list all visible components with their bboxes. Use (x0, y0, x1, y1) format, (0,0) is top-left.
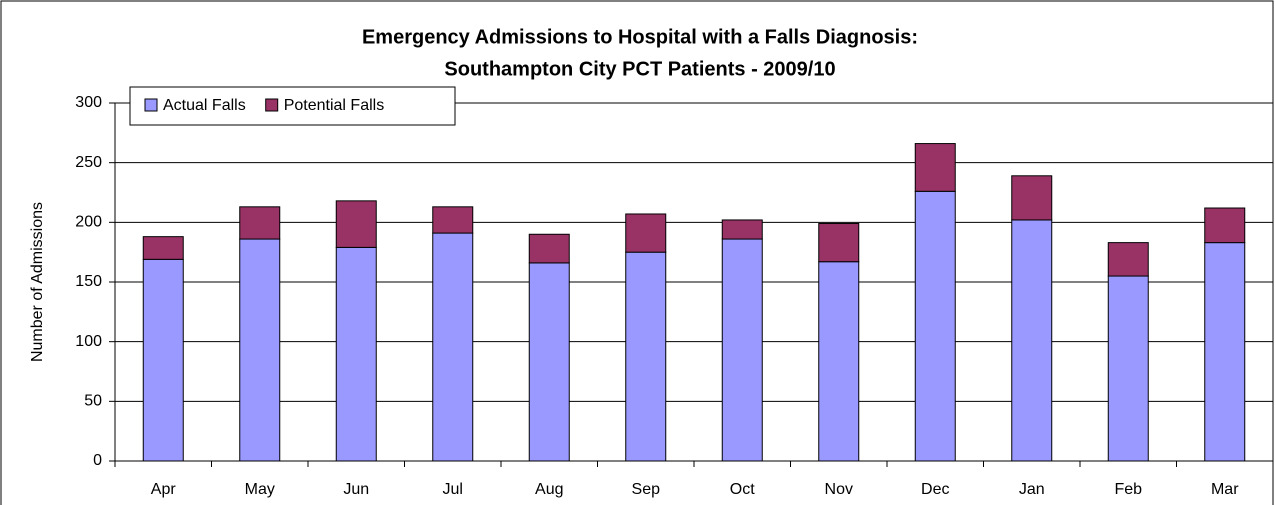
bar-segment (721, 219, 763, 240)
bar-segment (335, 246, 377, 462)
legend-swatch (144, 98, 158, 112)
bar-segment (1011, 175, 1053, 221)
x-tick-label: Oct (730, 481, 755, 498)
bar-segment (528, 262, 570, 462)
legend-box (129, 86, 456, 126)
x-tick-label: Aug (535, 481, 563, 498)
bar-segment (1011, 219, 1053, 462)
x-tick-label: Feb (1114, 481, 1142, 498)
chart-title: Southampton City PCT Patients - 2009/10 (444, 58, 835, 80)
y-tick-label: 150 (75, 273, 102, 290)
bar-segment (625, 251, 667, 462)
x-tick-label: Nov (825, 481, 853, 498)
y-tick-label: 300 (75, 94, 102, 111)
legend-label: Actual Falls (163, 97, 246, 114)
bar-segment (721, 238, 763, 462)
x-tick-label: Apr (151, 481, 177, 498)
y-axis-label: Number of Admissions (29, 202, 46, 362)
bar-segment (142, 258, 184, 462)
x-tick-label: Jun (343, 481, 369, 498)
bar-segment (914, 190, 956, 462)
x-tick-label: Jul (443, 481, 463, 498)
bar-segment (1107, 275, 1149, 462)
y-tick-label: 100 (75, 333, 102, 350)
x-tick-label: Mar (1211, 481, 1239, 498)
bar-segment (528, 233, 570, 264)
bar-segment (432, 206, 474, 234)
bar-segment (1204, 242, 1246, 462)
bar-segment (239, 206, 281, 240)
x-tick-label: May (245, 481, 275, 498)
y-tick-label: 0 (93, 452, 102, 469)
legend-label: Potential Falls (284, 97, 385, 114)
legend-swatch (265, 98, 279, 112)
bar-segment (335, 200, 377, 248)
bar-segment (1107, 242, 1149, 277)
x-tick-label: Sep (632, 481, 661, 498)
bar-segment (432, 232, 474, 462)
bar-segment (1204, 207, 1246, 244)
x-tick-label: Jan (1019, 481, 1045, 498)
y-tick-label: 250 (75, 154, 102, 171)
bar-segment (914, 143, 956, 192)
bar-segment (239, 238, 281, 462)
chart-title: Emergency Admissions to Hospital with a … (362, 26, 918, 48)
bar-segment (142, 236, 184, 260)
y-tick-label: 200 (75, 214, 102, 231)
y-tick-label: 50 (84, 393, 102, 410)
x-tick-label: Dec (921, 481, 949, 498)
bar-segment (818, 223, 860, 263)
bar-segment (818, 261, 860, 462)
bar-segment (625, 213, 667, 253)
